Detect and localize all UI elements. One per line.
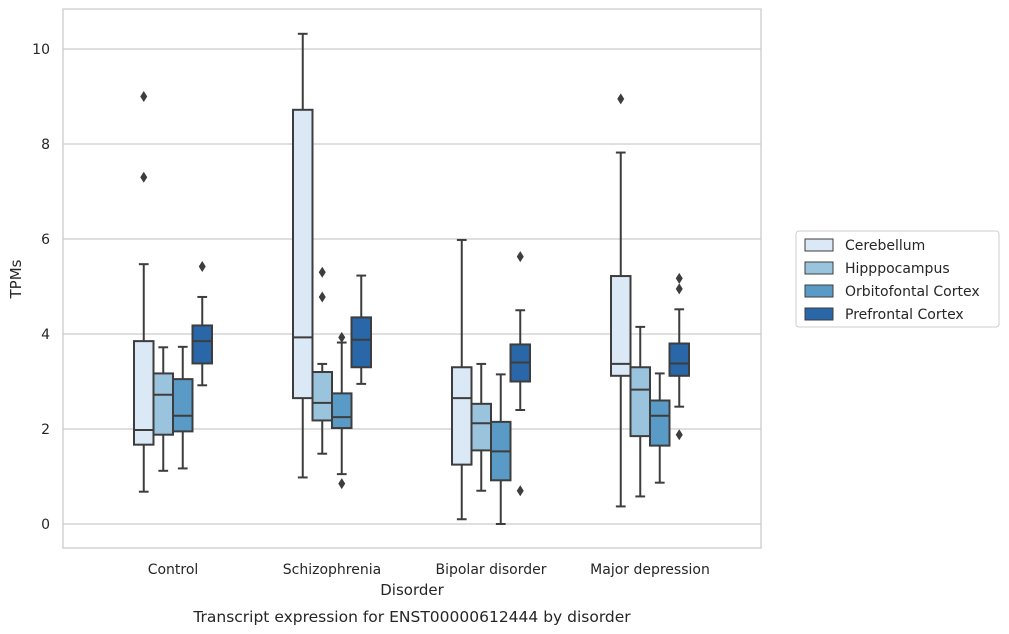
legend-label: Orbitofontal Cortex (845, 284, 980, 300)
legend-label: Hipppocampus (845, 261, 950, 277)
box (331, 331, 353, 490)
y-tick-label: 0 (41, 517, 50, 533)
plot-frame (62, 8, 762, 549)
x-tick-label: Major depression (590, 562, 710, 578)
box (292, 32, 314, 479)
box-groups (133, 32, 690, 525)
x-axis-title: Disorder (380, 581, 444, 599)
box (509, 251, 531, 497)
legend-label: Cerebellum (845, 238, 925, 254)
y-tick-label: 6 (41, 232, 50, 248)
y-tick-label: 8 (41, 137, 50, 153)
outlier-point (516, 251, 524, 263)
outlier-point (198, 261, 206, 273)
legend-item: Hipppocampus (804, 261, 950, 277)
legend-frame (795, 230, 1000, 328)
outlier-point (617, 93, 625, 105)
y-tick-labels: 0 2 4 6 8 10 (32, 42, 50, 533)
outlier-point (675, 272, 683, 284)
box-iqr (629, 366, 651, 438)
outlier-point (140, 91, 148, 102)
legend-item: Prefrontal Cortex (804, 307, 964, 323)
box-iqr (152, 372, 174, 436)
series-hipppocampus (152, 266, 651, 498)
x-tick-labels: Control Schizophrenia Bipolar disorder Majo… (148, 562, 710, 578)
box (610, 93, 632, 508)
box-iqr (668, 342, 690, 377)
box (172, 345, 194, 470)
legend-item: Orbitofontal Cortex (804, 284, 980, 300)
y-axis-title: TPMs (7, 259, 25, 299)
legend-swatch (804, 238, 834, 252)
outlier-point (338, 331, 346, 343)
series-prefrontal-cortex (191, 251, 690, 497)
y-tick-label: 2 (41, 422, 50, 438)
legend-item: Cerebellum (804, 238, 925, 254)
box-iqr (649, 399, 671, 447)
outlier-point (675, 429, 683, 441)
legend-swatch (804, 261, 834, 275)
outlier-point (318, 291, 326, 303)
box (191, 261, 213, 387)
legend: Cerebellum Hipppocampus Orbitofontal Corte… (795, 230, 1000, 328)
box (490, 373, 512, 525)
x-tick-label: Schizophrenia (283, 562, 381, 578)
box (470, 362, 492, 492)
legend-label: Prefrontal Cortex (845, 307, 964, 323)
outlier-point (140, 171, 148, 183)
legend-swatch (804, 284, 834, 298)
box (649, 372, 671, 484)
x-tick-label: Control (148, 562, 199, 578)
box (629, 325, 651, 498)
outlier-point (318, 266, 326, 278)
legend-swatch (804, 307, 834, 321)
series-orbitofontal-cortex (172, 331, 671, 525)
y-tick-label: 4 (41, 327, 50, 343)
x-tick-label: Bipolar disorder (435, 562, 546, 578)
box-iqr (292, 108, 314, 400)
box (668, 272, 690, 441)
figure-caption: Transcript expression for ENST0000061244… (192, 608, 631, 626)
box-iqr (191, 324, 213, 365)
outlier-point (338, 478, 346, 490)
outlier-point (516, 485, 524, 497)
box-iqr (470, 402, 492, 452)
box-iqr (350, 316, 372, 369)
box (350, 274, 372, 385)
box (133, 91, 155, 493)
box (451, 238, 473, 521)
box (311, 266, 333, 455)
box-iqr (451, 366, 473, 466)
box-iqr (311, 371, 333, 422)
box-iqr (610, 275, 632, 377)
outlier-point (675, 283, 683, 295)
box-iqr (172, 378, 194, 433)
series-cerebellum (133, 32, 632, 521)
plot-background (63, 9, 761, 548)
box-iqr (331, 392, 353, 430)
y-tick-label: 10 (32, 42, 50, 58)
box (152, 346, 174, 472)
